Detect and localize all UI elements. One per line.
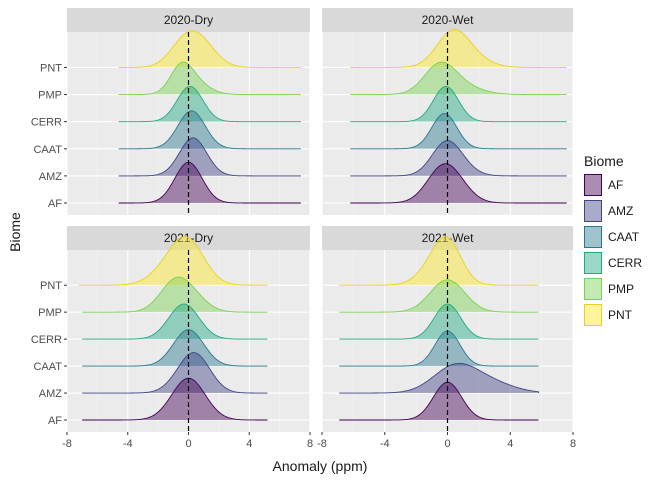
density-outline-amz [118, 137, 301, 177]
density-ridge-caat [118, 110, 301, 149]
panel-title: 2020-Wet [422, 13, 474, 27]
y-tick-label: CAAT [33, 144, 62, 156]
density-ridge-pnt [350, 29, 567, 68]
density-outline-cerr [339, 303, 539, 340]
density-outline-pnt [339, 236, 539, 286]
density-ridge-pmp [350, 62, 567, 95]
density-ridge-af [82, 378, 268, 420]
panel-strip [322, 226, 573, 250]
legend-swatch [584, 226, 602, 248]
legend-label: CERR [608, 256, 643, 270]
density-outline-amz [82, 352, 268, 394]
density-outline-pnt [118, 30, 301, 68]
density-ridge-pnt [79, 236, 268, 286]
y-tick-label: PMP [38, 90, 62, 102]
density-outline-af [118, 161, 301, 204]
legend-item-caat: CAAT [584, 224, 664, 250]
panel-title: 2020-Dry [164, 13, 213, 27]
density-ridge-amz [118, 137, 301, 176]
legend-item-pnt: PNT [584, 302, 664, 328]
density-outline-caat [350, 113, 567, 150]
density-ridge-pnt [339, 236, 539, 286]
density-ridge-amz [339, 363, 539, 394]
legend-label: AMZ [608, 204, 634, 218]
density-outline-cerr [82, 303, 268, 340]
density-outline-caat [339, 330, 539, 367]
panel-title: 2021-Wet [422, 231, 474, 245]
density-outline-amz [339, 362, 539, 394]
y-tick-label: PNT [40, 280, 62, 292]
x-tick-label: -8 [62, 438, 72, 450]
x-tick-label: 4 [246, 438, 252, 450]
x-tick-label: 8 [307, 438, 313, 450]
density-outline-af [82, 377, 268, 421]
density-ridge-cerr [350, 86, 567, 122]
x-tick-label: -8 [317, 438, 327, 450]
y-tick-label: AF [48, 415, 62, 427]
legend-item-pmp: PMP [584, 276, 664, 302]
density-outline-pmp [118, 61, 301, 96]
density-ridge-cerr [118, 86, 301, 122]
legend-items: AF AMZ CAAT CERR PMP PNT [584, 172, 664, 328]
density-outline-caat [118, 110, 301, 150]
density-ridge-af [118, 162, 301, 203]
legend-swatch [584, 200, 602, 222]
density-ridge-pmp [339, 279, 539, 313]
density-outline-pmp [350, 61, 567, 96]
y-tick-label: AMZ [39, 171, 63, 183]
density-outline-cerr [118, 85, 301, 123]
legend-label: AF [608, 178, 624, 192]
y-tick-label: CERR [31, 117, 62, 129]
density-outline-pnt [350, 29, 567, 68]
y-axis-title: Biome [7, 212, 23, 252]
density-outline-caat [82, 329, 268, 367]
legend-item-cerr: CERR [584, 250, 664, 276]
x-tick-label: -4 [123, 438, 133, 450]
density-outline-pmp [82, 276, 268, 313]
legend-swatch [584, 278, 602, 300]
legend-title: Biome [584, 153, 624, 169]
x-tick-label: 0 [444, 438, 450, 450]
density-outline-pmp [339, 279, 539, 313]
legend: Biome AF AMZ CAAT CERR PMP PNT [584, 150, 664, 328]
density-ridge-af [350, 163, 567, 203]
panel-strip [67, 8, 310, 32]
density-ridge-caat [350, 113, 567, 149]
density-ridge-af [339, 382, 539, 420]
y-tick-label: AF [48, 198, 62, 210]
legend-item-amz: AMZ [584, 198, 664, 224]
density-ridge-pmp [82, 277, 268, 313]
legend-swatch [584, 174, 602, 196]
panel-strip [322, 8, 573, 32]
y-tick-label: PMP [38, 307, 62, 319]
y-tick-label: PNT [40, 62, 62, 74]
density-outline-af [339, 381, 539, 421]
density-outline-pnt [79, 236, 268, 286]
y-tick-label: CERR [31, 334, 62, 346]
legend-item-af: AF [584, 172, 664, 198]
density-ridge-cerr [339, 304, 539, 340]
x-axis-title: Anomaly (ppm) [273, 458, 368, 474]
density-ridge-amz [350, 140, 567, 176]
legend-label: CAAT [608, 230, 640, 244]
legend-swatch [584, 252, 602, 274]
x-tick-label: -4 [380, 438, 390, 450]
density-outline-amz [350, 140, 567, 177]
density-ridge-cerr [82, 304, 268, 340]
density-ridge-caat [339, 331, 539, 367]
legend-label: PMP [608, 282, 635, 296]
legend-label: PNT [608, 308, 632, 322]
legend-swatch [584, 304, 602, 326]
density-ridge-caat [82, 329, 268, 367]
density-outline-cerr [350, 85, 567, 123]
y-tick-label: CAAT [33, 361, 62, 373]
y-tick-label: AMZ [39, 388, 63, 400]
x-tick-label: 8 [570, 438, 576, 450]
density-ridge-pnt [118, 30, 301, 68]
density-ridge-pmp [118, 62, 301, 95]
x-tick-label: 0 [185, 438, 191, 450]
density-outline-af [350, 163, 567, 204]
x-tick-label: 4 [507, 438, 513, 450]
